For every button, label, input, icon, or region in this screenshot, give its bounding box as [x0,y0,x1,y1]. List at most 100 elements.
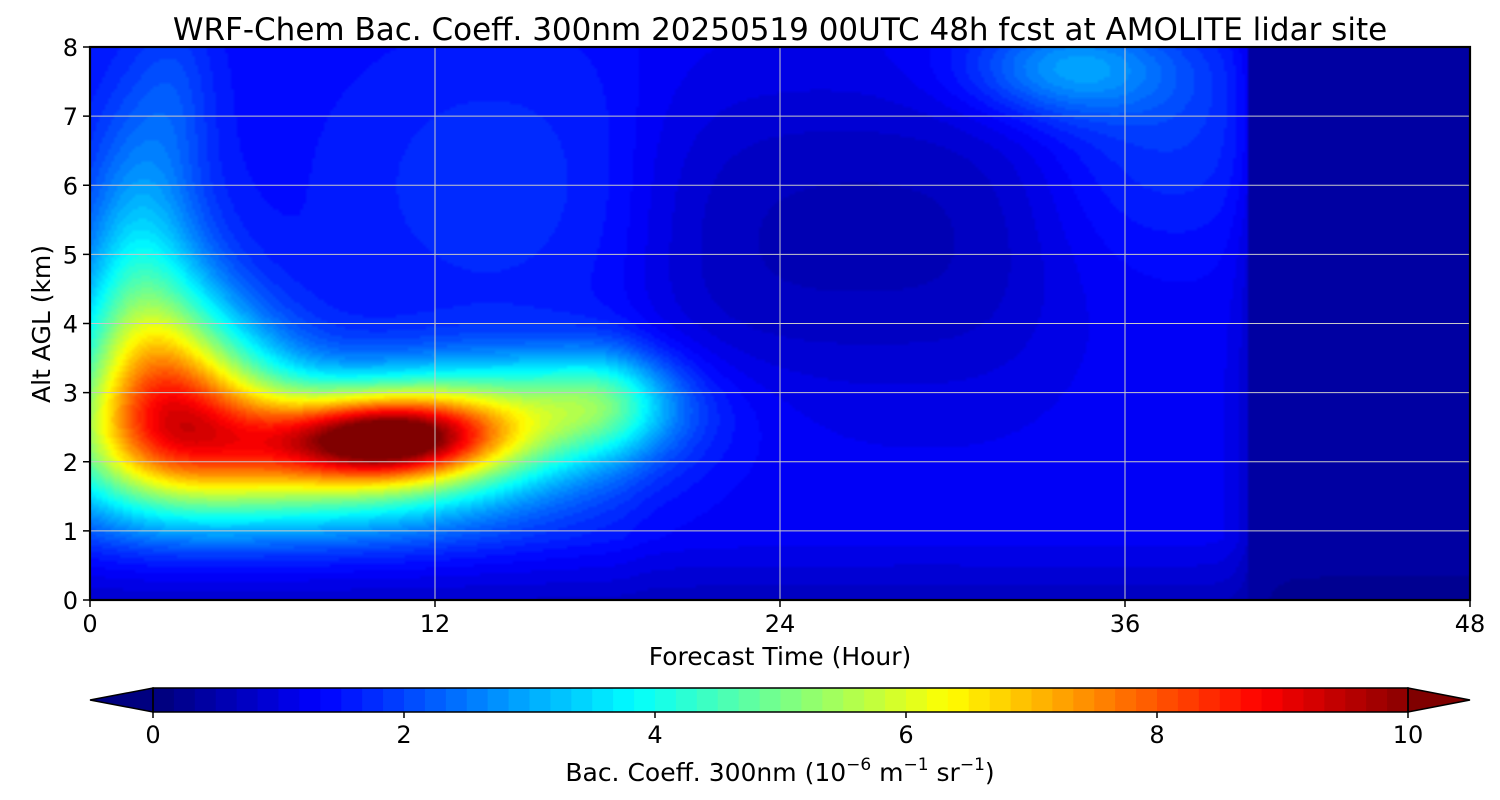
colorbar-segment [466,688,489,712]
colorbar-segment [906,688,928,712]
colorbar-segment [236,688,259,712]
colorbar-frame [152,687,1409,713]
colorbar-label-exp2: −1 [904,755,929,775]
colorbar-segment [1052,688,1074,712]
colorbar-segment [1198,688,1221,712]
y-tick-label: 4 [63,311,78,339]
colorbar-segment [404,688,426,712]
colorbar-segment [1366,688,1388,712]
y-tick-label: 0 [63,587,78,615]
chart-title: WRF-Chem Bac. Coeff. 300nm 20250519 00UT… [173,12,1387,48]
colorbar-segment [843,688,865,712]
colorbar-segment [801,688,823,712]
x-tick-label: 36 [1110,610,1141,638]
colorbar-label-main: Bac. Coeff. 300nm (10 [565,758,846,787]
colorbar-segment [885,688,907,712]
colorbar-label-mid: m [871,758,903,787]
colorbar-segment [194,688,217,712]
colorbar-segment [1177,688,1200,712]
colorbar-segment [1157,688,1179,712]
colorbar-segment [550,688,572,712]
colorbar-segment [968,688,991,712]
x-tick-label: 24 [765,610,796,638]
colorbar-segment [424,688,447,712]
colorbar-segment [759,688,782,712]
colorbar-segment [989,688,1012,712]
colorbar-label-exp3: −1 [960,755,985,775]
colorbar-segment [926,688,949,712]
colorbar-segment [257,688,280,712]
colorbar-segment [362,688,384,712]
colorbar-tick-label: 4 [647,721,662,749]
x-axis-label: Forecast Time (Hour) [649,642,912,671]
colorbar-segment [864,688,886,712]
colorbar-segment [1094,688,1116,712]
colorbar-segment [1010,688,1033,712]
colorbar-segment [1136,688,1158,712]
gridlines [90,47,1470,600]
colorbar-label-mid2: sr [929,758,961,787]
colorbar-segment [445,688,468,712]
colorbar-tick-label: 8 [1149,721,1164,749]
colorbar-segment [780,688,803,712]
colorbar-segment [1261,688,1284,712]
x-tick-label: 48 [1455,610,1486,638]
colorbar-extend-low [89,687,154,713]
colorbar-segment [215,688,238,712]
colorbar-segment [738,688,761,712]
colorbar-segment [383,688,405,712]
x-axis: 0 12 24 36 48 [82,600,1485,638]
colorbar-tick-label: 0 [145,721,160,749]
colorbar-segment [487,688,510,712]
colorbar-segment [675,688,698,712]
colorbar-segment [1073,688,1095,712]
x-tick-label: 0 [82,610,97,638]
colorbar-segment [655,688,677,712]
colorbar-label-end: ) [985,758,995,787]
colorbar-tick-label: 6 [898,721,913,749]
y-tick-label: 6 [63,172,78,200]
y-tick-label: 5 [63,241,78,269]
colorbar-segment [320,688,342,712]
x-tick-label: 12 [420,610,451,638]
colorbar-segment [947,688,970,712]
colorbar-segment [634,688,656,712]
colorbar-segment [1031,688,1054,712]
colorbar-segment [822,688,844,712]
colorbar-segment [1303,688,1325,712]
colorbar-segment [341,688,363,712]
colorbar-segment [529,688,552,712]
colorbar-label: Bac. Coeff. 300nm (10−6 m−1 sr−1) [565,755,994,787]
colorbar-segment [696,688,719,712]
colorbar-tick-label: 2 [396,721,411,749]
colorbar-segment [1282,688,1305,712]
y-tick-label: 7 [63,103,78,131]
colorbar-segment [153,688,175,712]
colorbar-segment [173,688,196,712]
colorbar-segment [278,688,301,712]
colorbar-segment [571,688,593,712]
colorbar-segment [508,688,531,712]
y-axis: 0 1 2 3 4 5 6 7 8 [63,34,90,615]
colorbar-extend-high [1407,687,1471,713]
colorbar-segment [299,688,321,712]
colorbar-segment [717,688,740,712]
plot-area [88,45,1472,602]
colorbar-segment [1387,688,1409,712]
colorbar-segment [613,688,635,712]
y-tick-label: 1 [63,518,78,546]
colorbar-label-exp1: −6 [846,755,871,775]
colorbar: 0 2 4 6 8 10 [89,687,1471,749]
y-tick-label: 3 [63,380,78,408]
y-tick-label: 2 [63,449,78,477]
colorbar-segment [1115,688,1137,712]
colorbar-segment [1219,688,1242,712]
colorbar-tick-label: 10 [1393,721,1424,749]
colorbar-ticks: 0 2 4 6 8 10 [145,712,1423,749]
colorbar-segment [592,688,614,712]
colorbar-segment [1240,688,1263,712]
colorbar-fill [153,688,1409,712]
colorbar-segment [1324,688,1346,712]
y-tick-label: 8 [63,34,78,62]
